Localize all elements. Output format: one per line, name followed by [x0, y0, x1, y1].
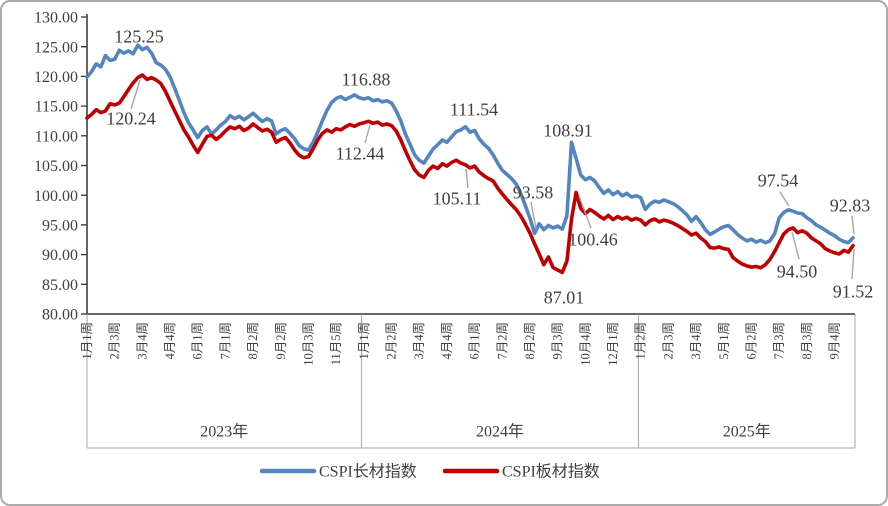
- annotation-value-label: 87.01: [544, 287, 585, 307]
- annotation-leader-line: [791, 231, 800, 260]
- y-axis-tick-label: 100.00: [34, 188, 78, 205]
- x-axis-tick-label: 4月4周: [163, 322, 177, 360]
- annotation-leader-line: [851, 248, 855, 280]
- legend-label-plate: CSPI板材指数: [502, 463, 600, 481]
- annotation-leader-line: [851, 215, 855, 235]
- y-axis-tick-label: 85.00: [42, 277, 78, 294]
- x-axis-tick-label: 3月4周: [412, 322, 426, 360]
- x-axis-tick-label: 1月2周: [634, 322, 648, 360]
- annotation-value-label: 93.58: [513, 182, 554, 202]
- y-axis-tick-label: 115.00: [35, 99, 78, 116]
- x-axis-tick-label: 9月3周: [551, 322, 565, 360]
- x-axis-tick-label: 2月2周: [385, 322, 399, 360]
- annotation-value-label: 116.88: [342, 69, 391, 89]
- x-axis-tick-label: 1月1周: [80, 322, 94, 360]
- annotation-leader-line: [364, 124, 371, 144]
- annotation-value-label: 105.11: [433, 188, 482, 208]
- annotation-value-label: 111.54: [450, 99, 498, 119]
- y-axis: 130.00 125.00 120.00 115.00 110.00 105.00 100.…: [34, 10, 87, 324]
- y-axis-tick-label: 105.00: [34, 158, 78, 175]
- x-axis-tick-label: 3月4周: [135, 322, 149, 360]
- x-axis-tick-label: 10月4周: [578, 322, 592, 366]
- year-group-label: 2025年: [723, 423, 771, 441]
- annotation-value-label: 125.25: [114, 26, 164, 46]
- x-axis-tick-label: 9月2周: [274, 322, 288, 360]
- x-axis-tick-label: 5月1周: [717, 322, 731, 360]
- x-axis-tick-label: 8月3周: [800, 322, 814, 360]
- x-axis-tick-label: 10月3周: [301, 322, 315, 366]
- annotation-leader-line: [465, 168, 469, 189]
- annotation-value-label: 97.54: [758, 170, 799, 190]
- x-axis-tick-label: 7月1周: [218, 322, 232, 360]
- chart-legend: CSPI长材指数 CSPI板材指数: [259, 463, 600, 481]
- series-lines: [85, 43, 855, 275]
- x-axis-tick-label: 3月4周: [689, 322, 703, 360]
- y-axis-tick-label: 110.00: [35, 128, 78, 145]
- y-axis-tick-label: 95.00: [42, 218, 78, 235]
- data-annotations: 125.25 120.24 116.88 112.44 111.54 105.11 93.5…: [106, 26, 873, 307]
- annotation-value-label: 112.44: [336, 143, 385, 163]
- x-axis-tick-label: 2月3周: [108, 322, 122, 360]
- y-axis-tick-label: 80.00: [42, 307, 78, 324]
- x-axis-tick-label: 7月3周: [772, 322, 786, 360]
- x-axis-labels: 1月1周 2月3周 3月4周 4月4周 6月1周 7月1周 8月2周 9月2周 10月3周 11月…: [80, 322, 842, 366]
- series-line-cspi-plate: [85, 73, 855, 275]
- x-axis-tick-label: 1月1周: [357, 322, 371, 360]
- series-line-cspi-long-products: [85, 43, 855, 245]
- annotation-value-label: 91.52: [833, 281, 874, 301]
- annotation-value-label: 100.46: [568, 229, 618, 249]
- y-axis-tick-label: 125.00: [34, 39, 78, 56]
- y-axis-tick-label: 120.00: [34, 69, 78, 86]
- x-axis-tick-label: 4月4周: [440, 322, 454, 360]
- y-axis-tick-label: 90.00: [42, 247, 78, 264]
- year-group-axis: 2023年 2024年 2025年: [200, 423, 770, 441]
- x-axis-tick-label: 9月4周: [828, 322, 842, 360]
- annotation-leader-line: [578, 195, 592, 229]
- annotation-leader-line: [779, 191, 790, 207]
- x-axis-tick-label: 8月2周: [523, 322, 537, 360]
- y-axis-tick-label: 130.00: [34, 10, 78, 27]
- year-group-label: 2023年: [200, 423, 248, 441]
- x-axis-tick-label: 2月3周: [661, 322, 675, 360]
- legend-label-long-products: CSPI长材指数: [319, 463, 417, 481]
- annotation-value-label: 92.83: [830, 195, 871, 215]
- annotation-leader-line: [130, 79, 141, 110]
- year-group-label: 2024年: [476, 423, 524, 441]
- x-axis-tick-label: 7月2周: [495, 322, 509, 360]
- annotation-value-label: 94.50: [777, 261, 818, 281]
- x-axis-tick-label: 6月1周: [468, 322, 482, 360]
- annotation-leader-line: [530, 201, 537, 230]
- annotation-value-label: 120.24: [106, 108, 156, 128]
- x-axis-tick-label: 6月2周: [744, 322, 758, 360]
- x-axis-tick-label: 6月1周: [191, 322, 205, 360]
- annotation-value-label: 108.91: [543, 120, 593, 140]
- x-axis-tick-label: 12月1周: [606, 322, 620, 366]
- x-axis-tick-label: 8月2周: [246, 322, 260, 360]
- axis-lines: [86, 14, 856, 449]
- x-axis-tick-label: 11月5周: [329, 322, 343, 365]
